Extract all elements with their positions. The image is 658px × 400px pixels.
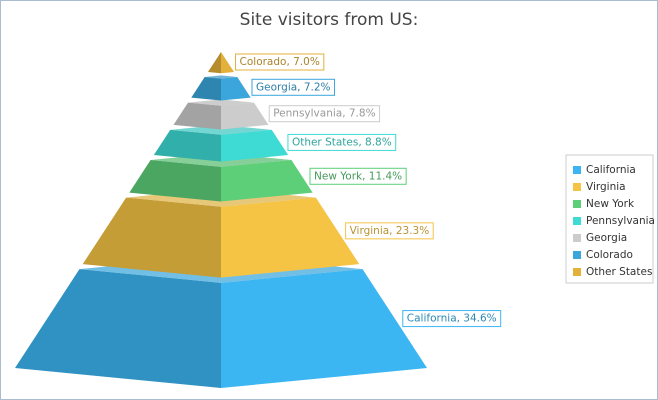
segment-left [129,160,221,202]
segment-right [221,52,235,74]
segment-right [221,77,251,101]
data-label: California, 34.6% [407,313,497,325]
segment-top [170,124,272,135]
segment-right [221,269,427,388]
legend-swatch [573,200,581,208]
segment-left [153,129,221,162]
legend-swatch [573,268,581,276]
legend-label: Georgia [586,232,627,244]
data-label: Virginia, 23.3% [350,225,430,237]
legend-label: Other States [586,266,652,278]
legend-label: Virginia [586,181,626,193]
segment-top [188,99,254,106]
segment-right [221,129,289,162]
data-label-box [287,133,397,151]
data-label-box [345,222,434,240]
segment-left [207,52,221,74]
segment-right [221,160,313,202]
chart-title: Site visitors from US: [240,10,419,30]
data-label-box [251,78,336,96]
legend-label: Pennsylvania [586,215,655,227]
segment-top [204,75,238,79]
legend-swatch [573,183,581,191]
legend-swatch [573,234,581,242]
legend-label: New York [586,198,635,210]
segment-left [15,269,221,388]
data-label: Colorado, 7.0% [240,56,320,68]
data-label: New York, 11.4% [314,170,402,182]
segment-right [221,197,360,278]
segment-right [221,102,269,130]
data-label: Other States, 8.8% [292,136,392,148]
legend-swatch [573,251,581,259]
legend-label: California [586,164,636,176]
data-label: Georgia, 7.2% [256,81,331,93]
data-label-box [268,105,381,123]
segment-left [82,197,221,278]
segment-left [173,102,221,130]
legend-label: Colorado [586,249,633,261]
data-label: Pennsylvania, 7.8% [273,108,375,120]
data-label-box [235,53,325,71]
segment-left [191,77,221,101]
legend-swatch [573,217,581,225]
data-label-box [309,167,407,185]
legend-swatch [573,166,581,174]
data-label-box [402,310,502,328]
